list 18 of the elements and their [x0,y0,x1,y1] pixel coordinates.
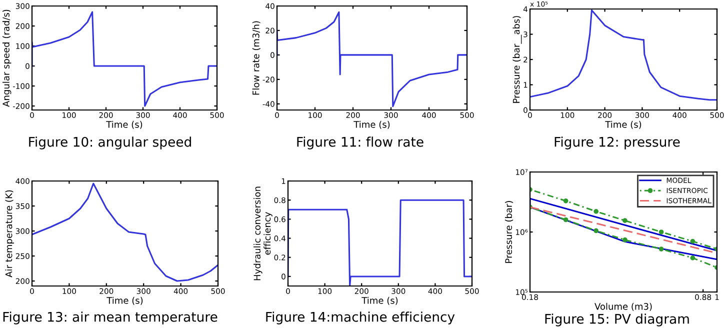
x-axis-title: Time (s) [106,120,142,129]
x-axis-title: Time (s) [605,120,642,129]
y-axis-title: Pressure (bar__abs) [512,16,522,103]
y-axis-title: Air temperature (K) [5,190,14,278]
x-axis-title: Time (s) [362,296,398,305]
x-axis-title: Time (s) [354,120,390,129]
x-axis-title: Time (s) [106,296,143,305]
x-axis-title: Volume (m3) [594,302,652,311]
y-axis-title: Flow rate (m3/h) [252,21,260,95]
caption: Figure 13: air mean temperature [3,312,218,324]
y-axis-title: Pressure (bar) [505,201,514,263]
y-axis-title: Hydraulic conversion efficiency [254,186,272,280]
y-axis-title: Angular speed (rad/s) [2,10,12,107]
caption: Figure 15: PV diagram [545,314,689,326]
caption: Figure 14:machine efficiency [266,312,455,324]
caption: Figure 10: angular speed [29,136,191,150]
caption: Figure 12: pressure [554,136,680,150]
caption: Figure 11: flow rate [297,136,424,150]
